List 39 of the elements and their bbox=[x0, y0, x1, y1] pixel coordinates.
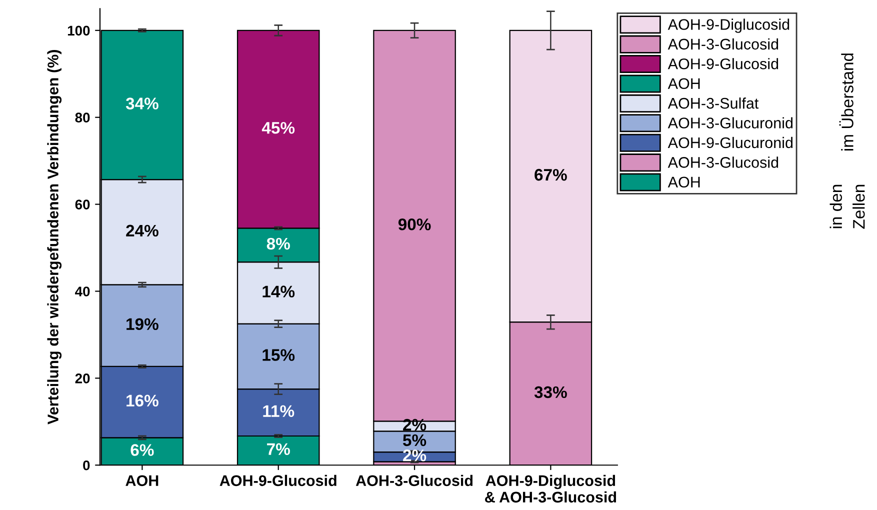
data-label: 15% bbox=[262, 349, 295, 361]
data-label: 7% bbox=[267, 443, 290, 455]
x-tick-label: AOH bbox=[126, 475, 158, 486]
x-tick-label: AOH-9-Glucosid bbox=[220, 474, 336, 486]
data-label: 11% bbox=[263, 405, 294, 417]
x-tick-label: AOH-9-Diglucosid & AOH-3-Glucosid bbox=[485, 474, 616, 503]
y-tick-label: 60 bbox=[75, 200, 90, 210]
text: im Überstand bbox=[839, 54, 854, 150]
y-tick-label: 80 bbox=[75, 112, 90, 123]
data-label: 19% bbox=[126, 318, 158, 330]
x-tick-label: AOH-3-Glucosid bbox=[356, 474, 473, 486]
legend-label: AOH-3-Glucosid bbox=[668, 156, 778, 168]
data-label: 90% bbox=[398, 218, 431, 230]
legend-label: AOH bbox=[668, 176, 700, 188]
data-label: 33% bbox=[534, 386, 567, 398]
legend-label: AOH-3-Sulfat bbox=[668, 97, 759, 109]
y-tick-label: 100 bbox=[68, 26, 90, 36]
y-tick-label: 0 bbox=[83, 460, 90, 470]
data-label: 6% bbox=[130, 444, 154, 456]
y-tick-label: 40 bbox=[75, 286, 90, 296]
data-label: 2% bbox=[403, 418, 426, 431]
y-tick-label: 20 bbox=[75, 374, 90, 384]
legend-label: AOH-3-Glucosid bbox=[668, 38, 778, 50]
data-label: 45% bbox=[262, 122, 295, 134]
legend-label: AOH bbox=[668, 78, 700, 90]
data-label: 24% bbox=[126, 224, 158, 237]
legend-label: AOH-9-Glucuronid bbox=[668, 136, 792, 148]
data-label: 2% bbox=[403, 450, 426, 462]
legend-label: AOH-9-Glucosid bbox=[668, 58, 778, 70]
text: in den Zellen bbox=[830, 184, 865, 229]
data-label: 16% bbox=[126, 394, 158, 407]
data-label: 34% bbox=[126, 98, 158, 110]
legend-label: AOH-9-Diglucosid bbox=[668, 18, 790, 33]
data-label: 5% bbox=[402, 434, 426, 446]
y-axis-title: Verteilung der wiedergefundenen Verbindungen (%) bbox=[47, 50, 62, 424]
data-label: 14% bbox=[262, 286, 295, 298]
data-label: 67% bbox=[534, 168, 567, 181]
data-label: 8% bbox=[266, 238, 290, 250]
legend-label: AOH-3-Glucuronid bbox=[668, 117, 792, 128]
